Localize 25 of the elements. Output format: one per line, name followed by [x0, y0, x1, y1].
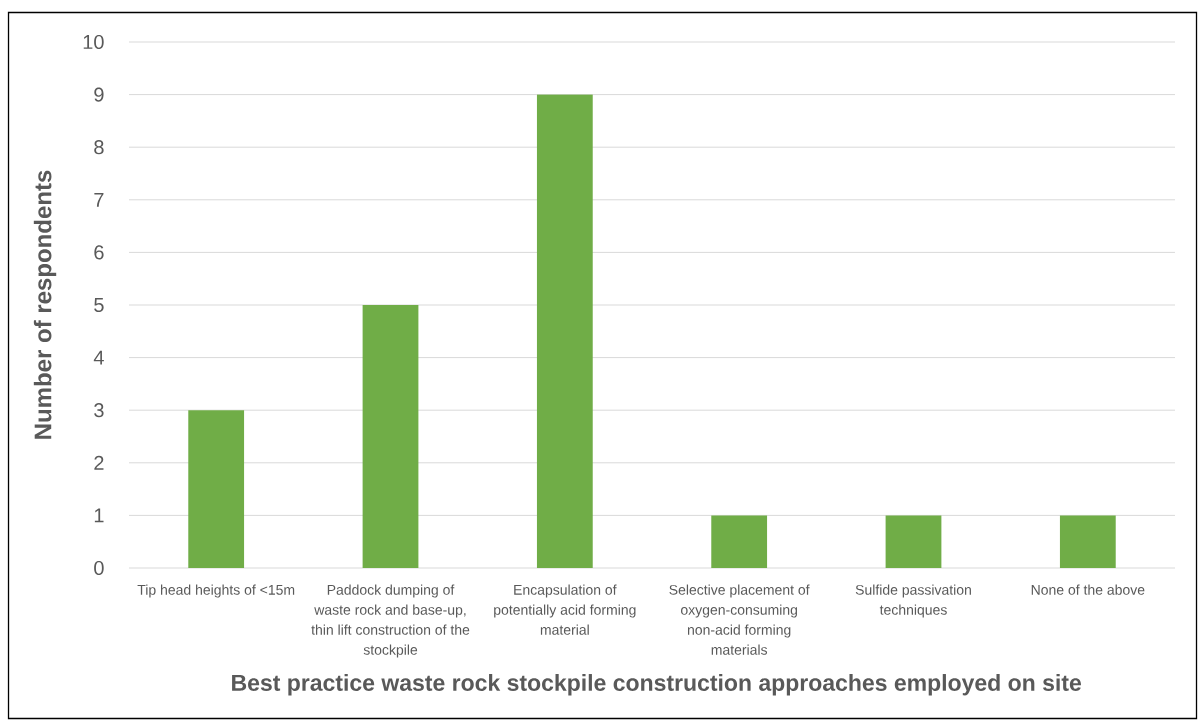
bar [188, 410, 245, 568]
y-tick-label: 2 [94, 455, 104, 470]
bar [711, 515, 768, 568]
y-tick-label: 3 [94, 403, 104, 418]
bar [885, 515, 942, 568]
y-tick-label: 1 [94, 508, 104, 523]
x-tick-label: Sulfide passivation techniques [855, 584, 971, 618]
x-tick-label: None of the above [1031, 584, 1145, 595]
x-tick-label: Encapsulation of potentially acid forming material [494, 584, 636, 635]
bar [536, 94, 593, 568]
y-tick-label: 9 [94, 87, 104, 102]
y-axis-title: Number of respondents [33, 170, 57, 439]
y-tick-label: 4 [93, 350, 104, 365]
y-tick-label: 8 [94, 140, 104, 155]
bar [362, 304, 419, 568]
x-tick-label: Selective placement of oxygen-consuming non-acid forming materials [669, 584, 810, 655]
y-tick-label: 6 [94, 245, 104, 260]
y-tick-label: 5 [94, 298, 104, 312]
y-tick-label: 7 [94, 192, 104, 207]
y-tick-label: 10 [83, 34, 104, 50]
bar [1059, 515, 1116, 568]
x-axis-title: Best practice waste rock stockpile construction approaches employed on site [232, 674, 1081, 696]
x-tick-label: Tip head heights of <15m [137, 584, 295, 598]
y-tick-label: 0 [94, 560, 104, 576]
x-tick-label: Paddock dumping of waste rock and base-up, thin lift construction of the stockpile [311, 584, 470, 658]
